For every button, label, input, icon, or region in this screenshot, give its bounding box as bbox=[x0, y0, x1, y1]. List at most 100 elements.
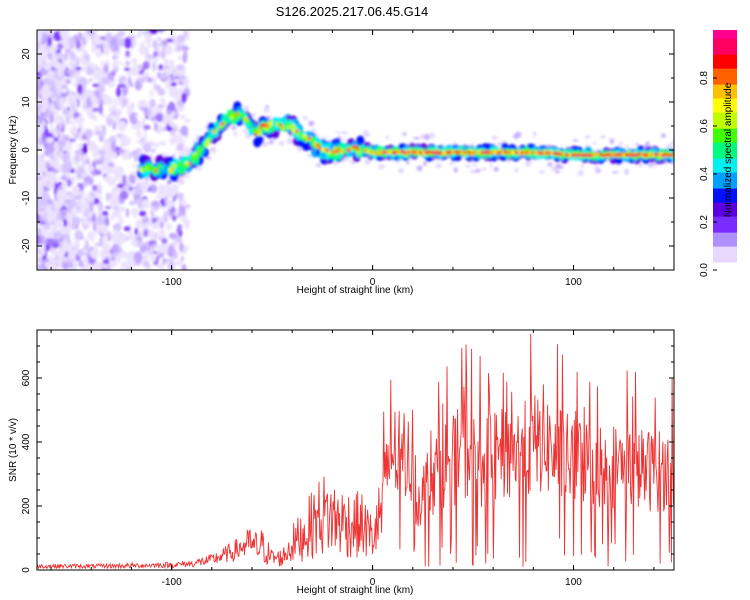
noise-blob bbox=[152, 39, 158, 50]
noise-blob bbox=[57, 247, 66, 257]
colorbar-step bbox=[713, 68, 737, 71]
ridge-blob bbox=[337, 147, 341, 152]
noise-blob bbox=[134, 184, 143, 195]
noise-blob bbox=[115, 108, 123, 113]
noise-blob bbox=[595, 169, 602, 173]
noise-blob bbox=[143, 133, 148, 141]
noise-blob bbox=[137, 177, 141, 187]
noise-blob bbox=[120, 264, 125, 270]
noise-blob bbox=[95, 215, 105, 225]
noise-blob bbox=[88, 77, 93, 82]
noise-blob bbox=[117, 83, 126, 88]
noise-blob bbox=[109, 197, 114, 210]
colorbar-step bbox=[713, 212, 737, 215]
ridge-blob bbox=[253, 132, 257, 137]
noise-blob bbox=[90, 63, 98, 70]
noise-blob bbox=[113, 98, 117, 110]
noise-blob bbox=[111, 187, 118, 199]
noise-blob bbox=[68, 138, 76, 143]
noise-blob bbox=[66, 206, 72, 214]
colorbar-step bbox=[713, 182, 737, 185]
colorbar-step bbox=[713, 268, 737, 271]
noise-blob bbox=[183, 30, 187, 38]
colorbar-step bbox=[713, 116, 737, 119]
colorbar-step bbox=[713, 178, 737, 181]
noise-blob bbox=[94, 169, 102, 176]
ridge-blob bbox=[281, 125, 284, 130]
noise-blob bbox=[168, 232, 177, 240]
noise-blob bbox=[638, 163, 643, 168]
colorbar-step bbox=[713, 100, 737, 103]
noise-blob bbox=[128, 173, 137, 185]
ridge-blob bbox=[145, 166, 149, 171]
noise-blob bbox=[176, 142, 184, 152]
colorbar-step bbox=[713, 102, 737, 105]
colorbar-step bbox=[713, 52, 737, 55]
noise-blob bbox=[117, 61, 124, 65]
noise-blob bbox=[152, 75, 157, 88]
ridge-blob bbox=[279, 123, 283, 127]
noise-blob bbox=[146, 76, 153, 83]
noise-blob bbox=[85, 208, 89, 219]
noise-blob bbox=[52, 107, 58, 116]
noise-blob bbox=[241, 129, 248, 133]
noise-blob bbox=[100, 113, 106, 119]
noise-blob bbox=[170, 206, 176, 214]
noise-blob bbox=[474, 168, 481, 173]
ridge-blob bbox=[295, 129, 299, 133]
noise-blob bbox=[178, 75, 184, 83]
noise-blob bbox=[173, 131, 177, 141]
noise-blob bbox=[101, 94, 110, 103]
noise-blob bbox=[184, 220, 190, 230]
noise-blob bbox=[119, 190, 129, 200]
x-tick-label: -100 bbox=[162, 577, 182, 588]
noise-blob bbox=[174, 260, 183, 266]
noise-blob bbox=[170, 137, 175, 146]
noise-blob bbox=[134, 227, 139, 236]
noise-blob bbox=[593, 165, 601, 170]
colorbar-step bbox=[713, 154, 737, 157]
colorbar-step bbox=[713, 162, 737, 165]
colorbar-step bbox=[713, 36, 737, 39]
noise-blob bbox=[406, 160, 410, 165]
noise-blob bbox=[61, 108, 70, 115]
noise-blob bbox=[233, 131, 238, 137]
noise-blob bbox=[180, 46, 190, 51]
colorbar-step bbox=[713, 214, 737, 217]
noise-blob bbox=[155, 195, 162, 200]
noise-blob bbox=[99, 86, 103, 98]
colorbar-tick-label: 0.4 bbox=[699, 167, 710, 181]
ridge-blob bbox=[224, 118, 229, 124]
noise-blob bbox=[115, 166, 125, 177]
noise-blob bbox=[38, 220, 46, 225]
noise-blob bbox=[205, 156, 211, 160]
noise-blob bbox=[133, 251, 143, 264]
noise-blob bbox=[131, 164, 137, 168]
chart-title: S126.2025.217.06.45.G14 bbox=[276, 4, 429, 19]
colorbar-tick-label: 0.2 bbox=[699, 215, 710, 229]
noise-blob bbox=[37, 103, 41, 112]
noise-blob bbox=[581, 164, 585, 168]
noise-blob bbox=[65, 79, 70, 85]
noise-blob bbox=[125, 56, 129, 60]
noise-blob bbox=[130, 207, 138, 217]
colorbar-step bbox=[713, 250, 737, 253]
noise-blob bbox=[37, 186, 42, 192]
noise-blob bbox=[102, 43, 110, 56]
noise-blob bbox=[60, 64, 67, 71]
noise-blob bbox=[77, 166, 84, 177]
noise-blob bbox=[60, 208, 67, 219]
noise-blob bbox=[56, 221, 61, 227]
noise-blob bbox=[174, 107, 178, 114]
noise-blob bbox=[148, 240, 157, 245]
colorbar-step bbox=[713, 166, 737, 169]
noise-blob bbox=[148, 249, 154, 254]
noise-blob bbox=[137, 100, 147, 105]
colorbar-step bbox=[713, 266, 737, 269]
colorbar-step bbox=[713, 78, 737, 81]
noise-blob bbox=[128, 200, 136, 206]
noise-blob bbox=[124, 67, 131, 71]
noise-blob bbox=[57, 68, 64, 78]
noise-blob bbox=[99, 104, 103, 115]
